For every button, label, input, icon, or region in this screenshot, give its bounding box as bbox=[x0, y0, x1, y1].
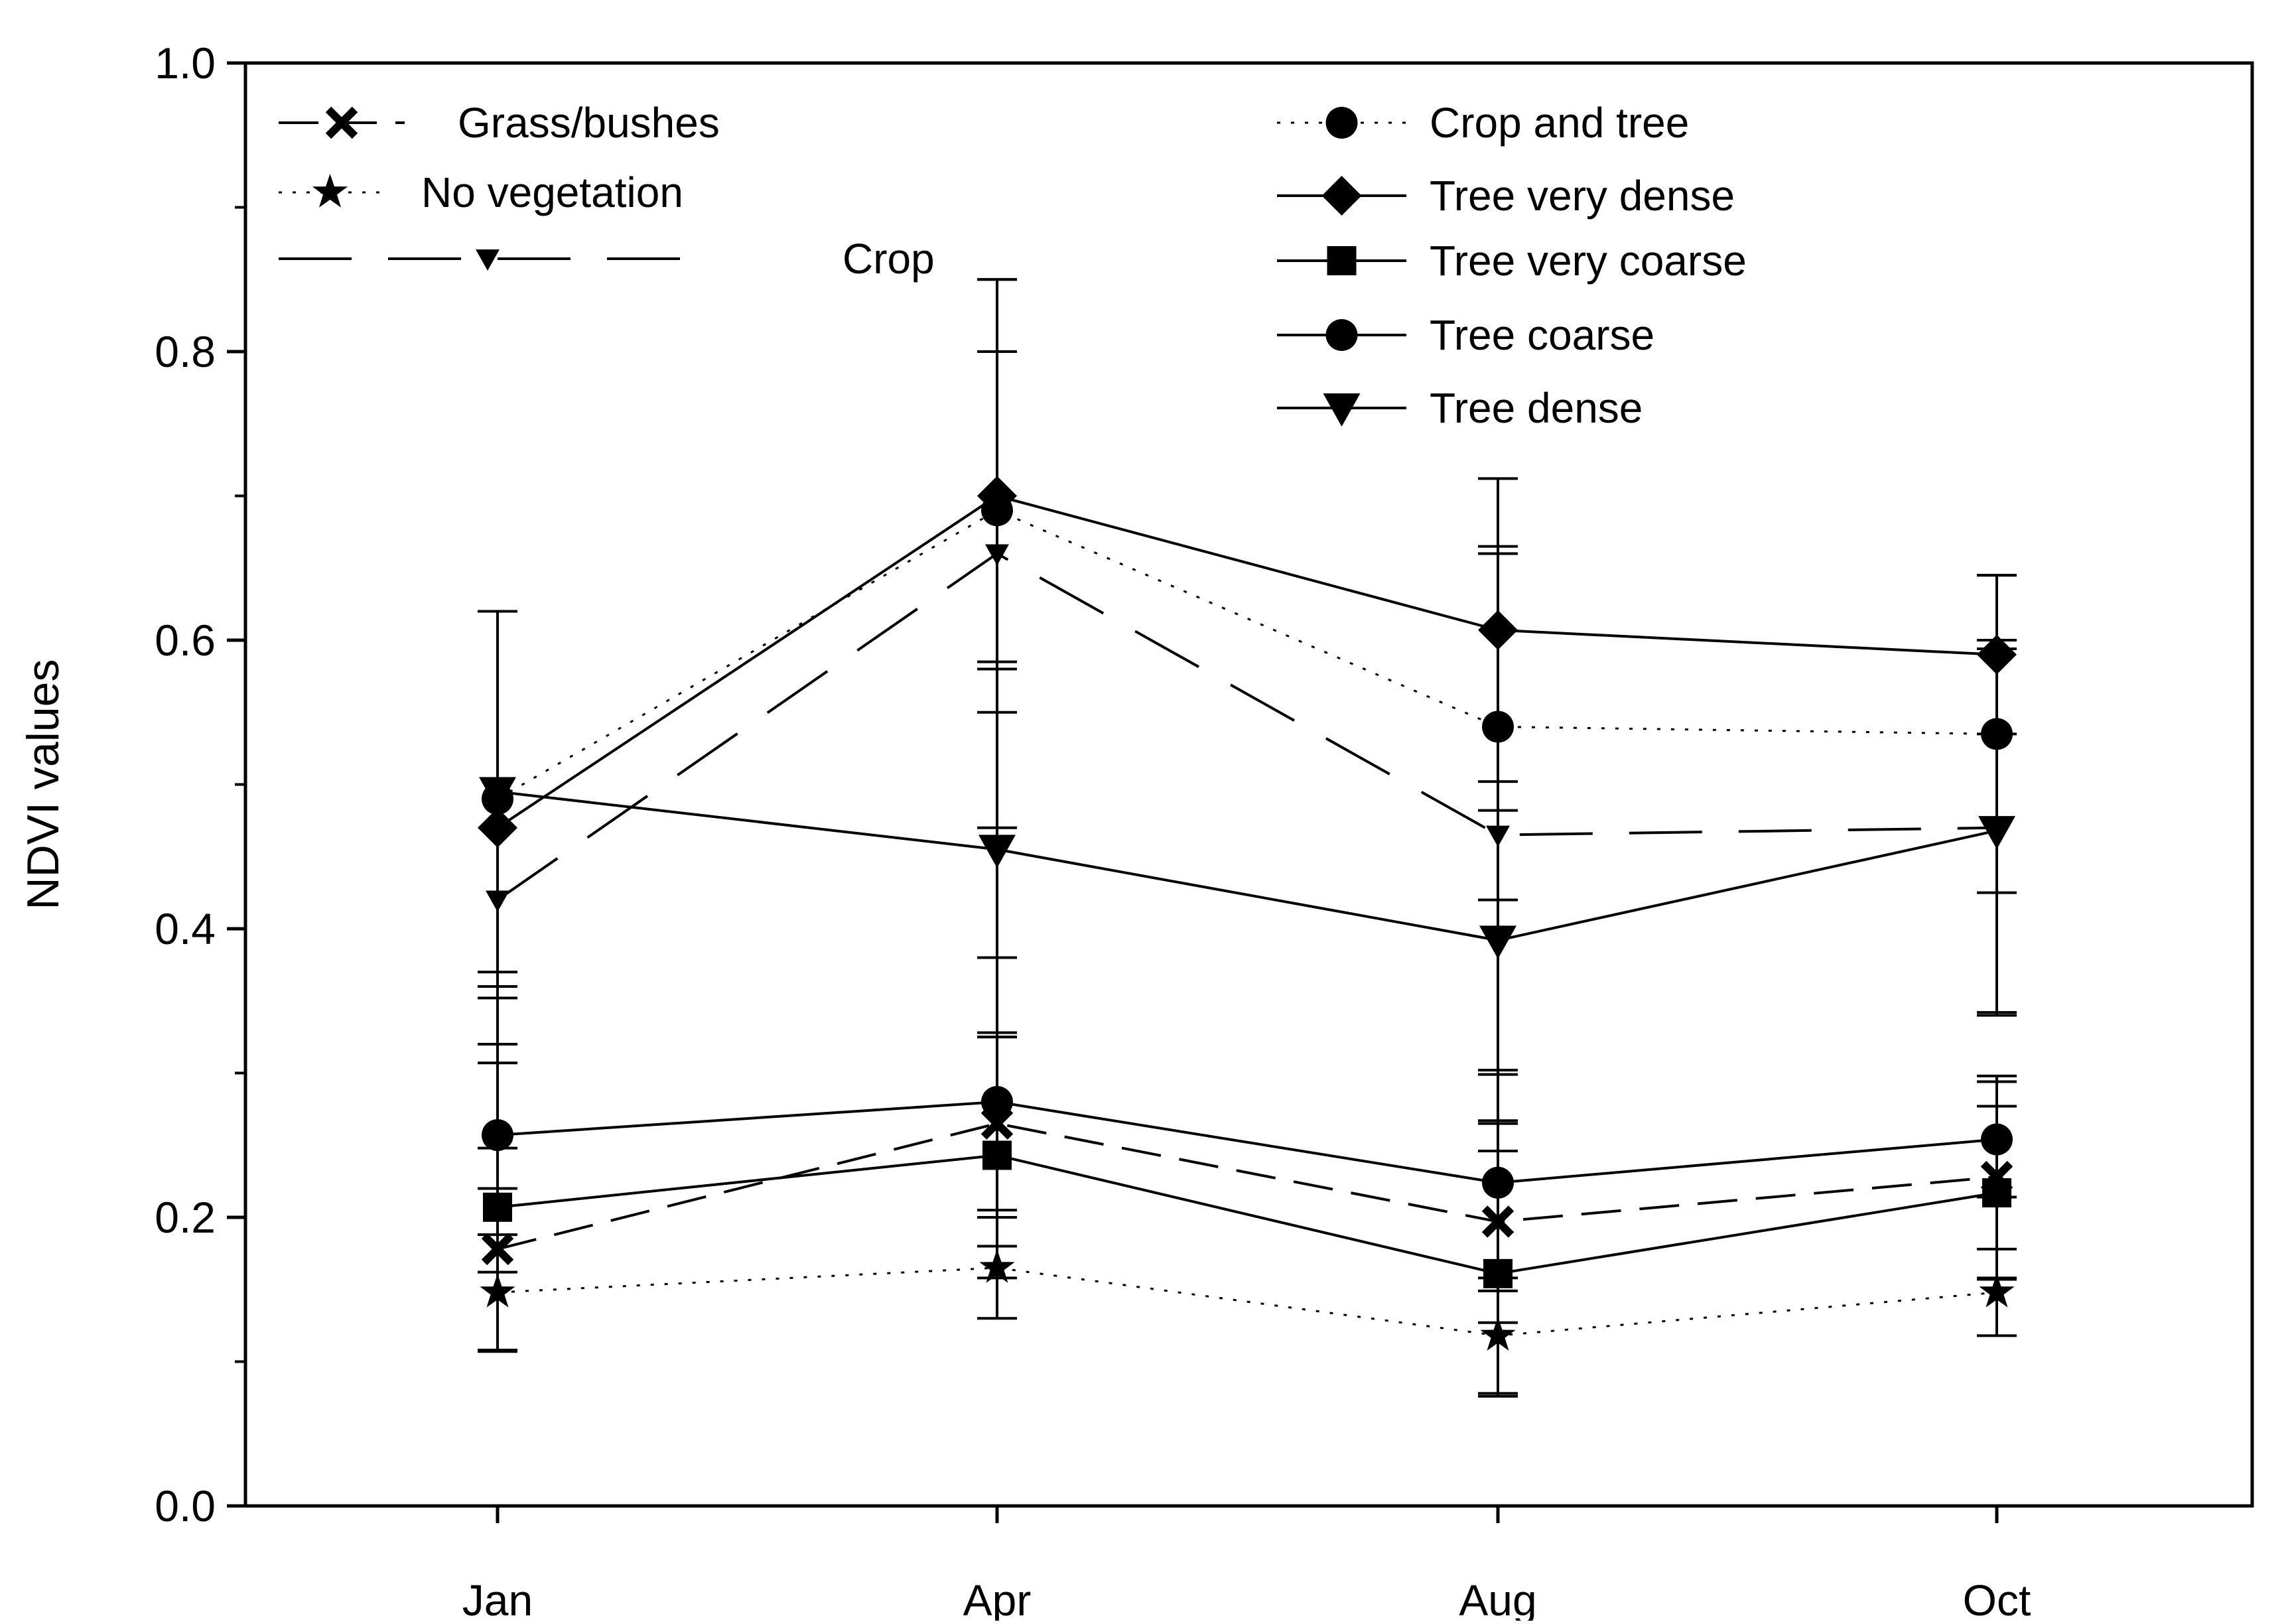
series-tree-coarse bbox=[478, 956, 2017, 1292]
data-point bbox=[1978, 816, 2015, 850]
x-tick-label: Jan bbox=[462, 1576, 533, 1621]
data-point bbox=[479, 777, 516, 811]
legend-label: Tree very dense bbox=[1430, 172, 1735, 220]
legend-label: No vegetation bbox=[421, 169, 683, 216]
legend-item: Tree very coarse bbox=[1277, 237, 1747, 285]
y-tick-label: 0.8 bbox=[155, 327, 216, 376]
data-point bbox=[977, 476, 1017, 516]
series-line bbox=[496, 494, 1997, 829]
legend-label: Grass/bushes bbox=[458, 99, 720, 147]
legend-item: No vegetation bbox=[279, 169, 683, 216]
series-line bbox=[497, 1154, 1997, 1275]
legend-marker bbox=[1323, 393, 1361, 427]
legend-label: Tree coarse bbox=[1430, 311, 1654, 359]
data-point bbox=[981, 1086, 1013, 1118]
legend-marker bbox=[312, 174, 348, 208]
legend-item: Tree very dense bbox=[1277, 172, 1735, 220]
legend: Grass/bushes No vegetation Crop Crop and tr… bbox=[279, 99, 1747, 432]
series-grass-bushes bbox=[478, 1036, 2017, 1352]
x-tick-label: Aug bbox=[1459, 1576, 1536, 1621]
data-point bbox=[978, 835, 1016, 868]
data-point bbox=[1981, 1123, 2013, 1156]
series-line bbox=[497, 1100, 1997, 1184]
series-line bbox=[497, 1122, 1997, 1251]
series-line bbox=[497, 790, 1997, 942]
y-tick-label: 0.4 bbox=[155, 904, 216, 953]
series-tree-very-dense bbox=[478, 278, 2017, 1046]
legend-label: Tree very coarse bbox=[1430, 237, 1747, 285]
legend-label: Tree dense bbox=[1430, 384, 1643, 432]
series-tree-dense bbox=[478, 610, 2017, 1072]
y-axis-title: NDVI values bbox=[18, 659, 68, 910]
legend-item: Crop bbox=[279, 235, 935, 283]
data-point bbox=[1479, 925, 1516, 959]
data-point bbox=[1478, 610, 1518, 650]
data-point bbox=[1979, 1274, 2015, 1308]
legend-item: Grass/bushes bbox=[279, 99, 720, 147]
legend-marker bbox=[1325, 107, 1358, 139]
legend-label: Crop and tree bbox=[1430, 99, 1689, 147]
legend-marker bbox=[325, 106, 358, 139]
legend-item: Crop and tree bbox=[1277, 99, 1689, 147]
legend-item: Tree coarse bbox=[1277, 311, 1654, 359]
y-tick-label: 0.0 bbox=[155, 1481, 216, 1530]
y-tick-label: 0.6 bbox=[155, 616, 216, 665]
y-tick-label: 1.0 bbox=[155, 38, 216, 88]
y-tick-label: 0.2 bbox=[155, 1193, 216, 1242]
series-no-vegetation bbox=[478, 1216, 2017, 1395]
x-tick-label: Oct bbox=[1963, 1576, 2031, 1621]
series-line bbox=[496, 552, 1997, 902]
x-tick-label: Apr bbox=[963, 1576, 1032, 1621]
legend-marker bbox=[1325, 319, 1358, 351]
series-line bbox=[497, 509, 1997, 800]
series-tree-very-coarse bbox=[478, 1031, 2017, 1398]
legend-marker bbox=[1327, 246, 1357, 275]
series-line bbox=[497, 1266, 1997, 1337]
series-crop-and-tree bbox=[478, 350, 2017, 988]
legend-marker bbox=[476, 249, 500, 271]
data-point bbox=[482, 1119, 513, 1152]
legend-item: Tree dense bbox=[1277, 384, 1643, 432]
plot-frame bbox=[243, 61, 2254, 1508]
series-crop bbox=[478, 278, 2017, 1190]
legend-label: Crop bbox=[842, 235, 935, 283]
legend-marker bbox=[1321, 176, 1362, 216]
data-point bbox=[1482, 1166, 1514, 1199]
x-axis: Jan Apr Aug Oct bbox=[462, 1506, 2031, 1624]
y-axis: 0.0 0.2 0.4 0.6 0.8 1.0 bbox=[155, 38, 245, 1530]
